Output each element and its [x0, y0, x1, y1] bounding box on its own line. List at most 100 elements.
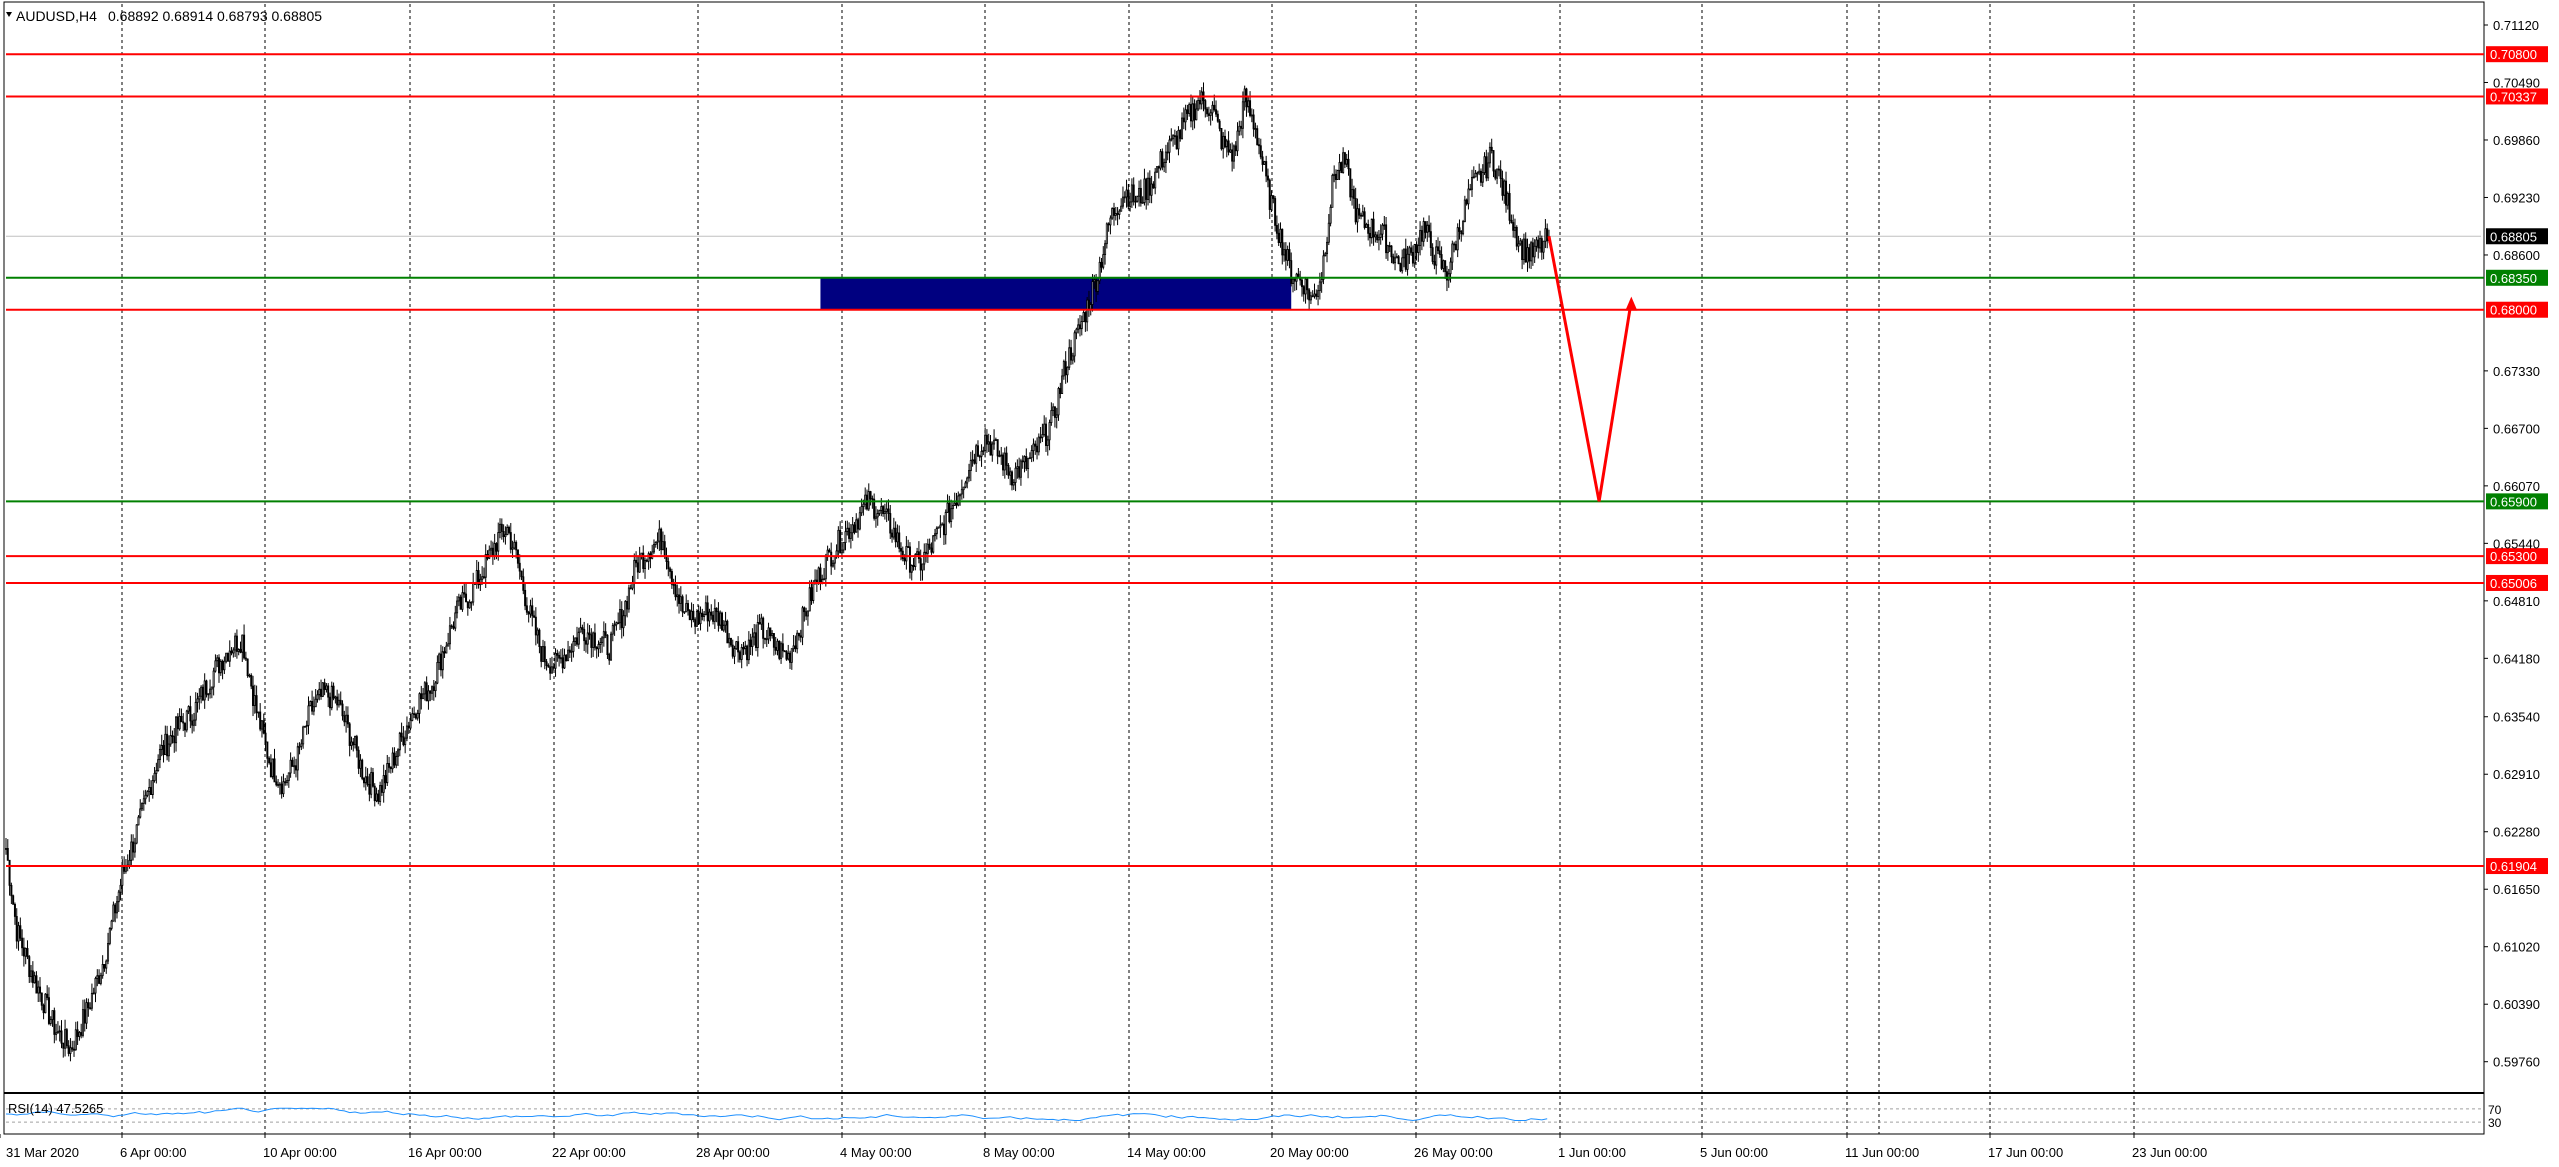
demand-zone-rect[interactable] [820, 277, 1292, 310]
candle-body [1435, 246, 1438, 266]
candle-body [584, 640, 587, 645]
candle-body [889, 513, 892, 534]
candle-body [536, 629, 539, 636]
candle-body [962, 486, 965, 491]
candle-body [1231, 149, 1234, 162]
candle-body [563, 654, 566, 669]
candle-body [644, 559, 647, 569]
candle-body [200, 686, 203, 697]
arrow-head-icon [1625, 296, 1638, 311]
candle-body [76, 1029, 79, 1037]
candle-body [559, 657, 562, 660]
candle-body [676, 594, 679, 598]
candle-body [465, 593, 468, 603]
candle-body [1213, 104, 1216, 111]
candle-body [273, 758, 276, 783]
candle-body [323, 682, 326, 690]
candle-body [1172, 135, 1175, 140]
candle-body [545, 661, 548, 666]
x-tick-label: 31 Mar 2020 [6, 1145, 79, 1160]
candle-body [151, 780, 154, 796]
candle-body [1019, 460, 1022, 478]
candle-body [475, 570, 478, 584]
candle-body [291, 759, 294, 767]
price-levels[interactable]: 0.70800 0.70337 0.68350 0.68000 0.65900 0.653… [6, 46, 2548, 875]
candle-body [1086, 299, 1089, 323]
candle-body [760, 617, 763, 625]
current-price-tag-bg [2486, 228, 2548, 245]
candle-body [719, 612, 722, 626]
candle-body [241, 634, 244, 653]
candle-body [1204, 100, 1207, 110]
candle-body [701, 612, 704, 617]
level-tag-label: 0.61904 [2490, 859, 2537, 874]
candle-body [83, 1009, 86, 1024]
candle-body [669, 568, 672, 572]
level-tag-label: 0.68350 [2490, 271, 2537, 286]
candle-body [1105, 223, 1108, 245]
price-axis[interactable]: 0.71120 0.70490 0.69860 0.69230 0.68600 0.673… [2484, 18, 2540, 1070]
candle-body [937, 526, 940, 529]
candle-body [362, 778, 365, 784]
candle-body [303, 725, 306, 728]
candle-body [1215, 109, 1218, 115]
candle-body [28, 956, 31, 978]
candle-body [547, 665, 550, 668]
candle-body [1354, 197, 1357, 223]
candle-body [635, 559, 638, 564]
candle-body [201, 686, 204, 701]
candle-body [1096, 280, 1099, 292]
candle-body [996, 439, 999, 457]
candle-body [370, 772, 373, 795]
candle-body [858, 512, 861, 530]
candle-body [1281, 228, 1284, 256]
candle-body [1333, 173, 1336, 176]
candle-body [1327, 222, 1330, 243]
candle-body [590, 634, 593, 648]
candle-body [107, 943, 110, 962]
candle-body [141, 803, 144, 810]
candle-body [729, 637, 732, 646]
candle-body [214, 660, 217, 672]
candle-body [243, 634, 246, 659]
candle-body [1361, 211, 1364, 216]
candle-body [355, 736, 358, 751]
candle-body [540, 646, 543, 662]
projection-arrow[interactable] [1547, 235, 1638, 502]
candle-body [58, 1030, 61, 1033]
candle-body [667, 561, 670, 570]
candle-body [1163, 162, 1166, 168]
candle-body [44, 993, 47, 1014]
projection-arrow-path[interactable] [1547, 235, 1633, 502]
candle-body [234, 635, 237, 651]
candle-body [1075, 328, 1078, 334]
candle-body [1087, 299, 1090, 310]
candle-body [1284, 249, 1287, 261]
candle-body [493, 543, 496, 556]
candle-body [1066, 366, 1069, 376]
candle-body [1481, 172, 1484, 183]
x-tick-label: 28 Apr 00:00 [696, 1145, 770, 1160]
level-tag-bg [2486, 574, 2548, 591]
candle-body [1043, 423, 1046, 435]
candle-body [192, 719, 195, 726]
time-axis[interactable]: 31 Mar 2020 6 Apr 00:00 10 Apr 00:00 16 Apr… [0, 1134, 2207, 1160]
candle-body [789, 652, 792, 663]
candle-body [266, 741, 269, 759]
candle-body [808, 587, 811, 612]
candle-body [774, 646, 777, 651]
candle-body [110, 920, 113, 929]
dropdown-triangle-icon[interactable] [6, 12, 12, 17]
candle-body [99, 975, 102, 984]
candle-body [175, 716, 178, 744]
candle-body [633, 559, 636, 584]
candle-body [690, 610, 693, 621]
candle-body [1240, 125, 1243, 129]
candle-body [1025, 456, 1028, 469]
candle-body [321, 682, 324, 697]
candle-body [339, 699, 342, 705]
candle-body [984, 434, 987, 451]
demand-zone [820, 277, 1292, 310]
